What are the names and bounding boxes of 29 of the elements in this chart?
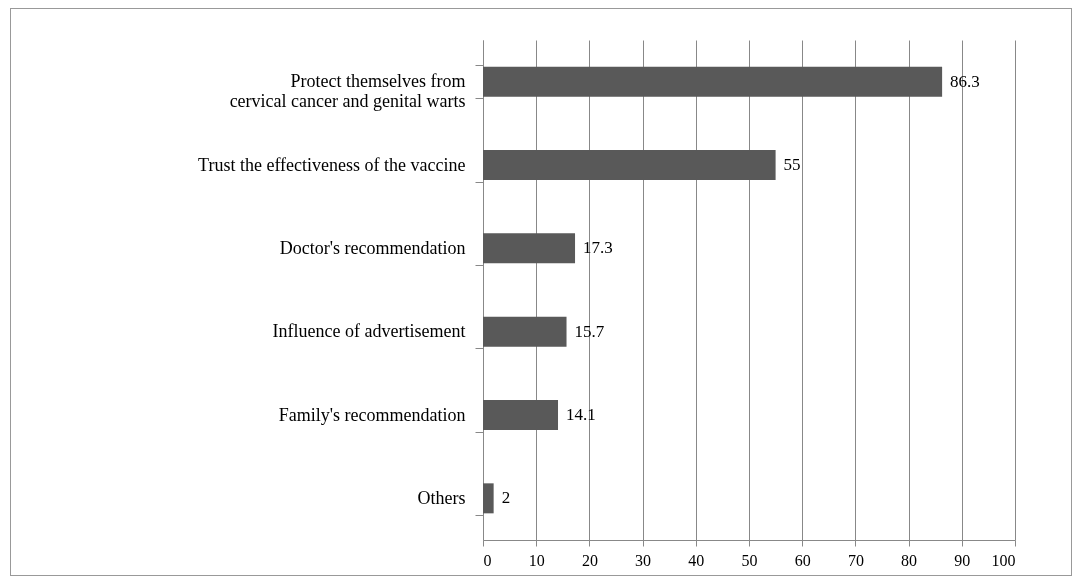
data-label: 2: [501, 488, 511, 508]
bar: [483, 400, 559, 430]
bar: [483, 233, 576, 264]
y-tick-label: Protect themselves from cervical cancer and genital warts: [229, 71, 466, 112]
data-label: 17.3: [583, 238, 613, 258]
y-tick-label: Influence of advertisement: [272, 321, 466, 342]
x-tick-label: 100: [991, 551, 1016, 569]
bar: [483, 483, 494, 514]
bar: [483, 66, 943, 97]
bar: [483, 150, 776, 180]
data-label: 14.1: [566, 405, 596, 424]
y-tick-label: Doctor's recommendation: [279, 237, 466, 258]
x-tick-label: 60: [794, 551, 811, 569]
x-tick-label: 50: [741, 551, 758, 569]
x-tick-label: 80: [901, 551, 918, 569]
data-label: 15.7: [574, 321, 605, 341]
x-tick-label: 70: [847, 551, 864, 569]
x-tick-label: 20: [581, 551, 598, 569]
x-tick-label: 40: [688, 551, 705, 569]
bar: [483, 316, 567, 347]
data-label: 55: [783, 155, 801, 174]
y-tick-label: Others: [417, 487, 466, 508]
x-tick-label: 30: [635, 551, 652, 569]
x-tick-label: 90: [954, 551, 971, 569]
y-tick-label: Family's recommendation: [278, 404, 466, 425]
x-tick-label: 10: [528, 551, 545, 569]
data-label: 86.3: [950, 71, 980, 91]
x-tick-label: 0: [483, 551, 492, 569]
y-tick-label: Trust the effectiveness of the vaccine: [198, 154, 466, 175]
